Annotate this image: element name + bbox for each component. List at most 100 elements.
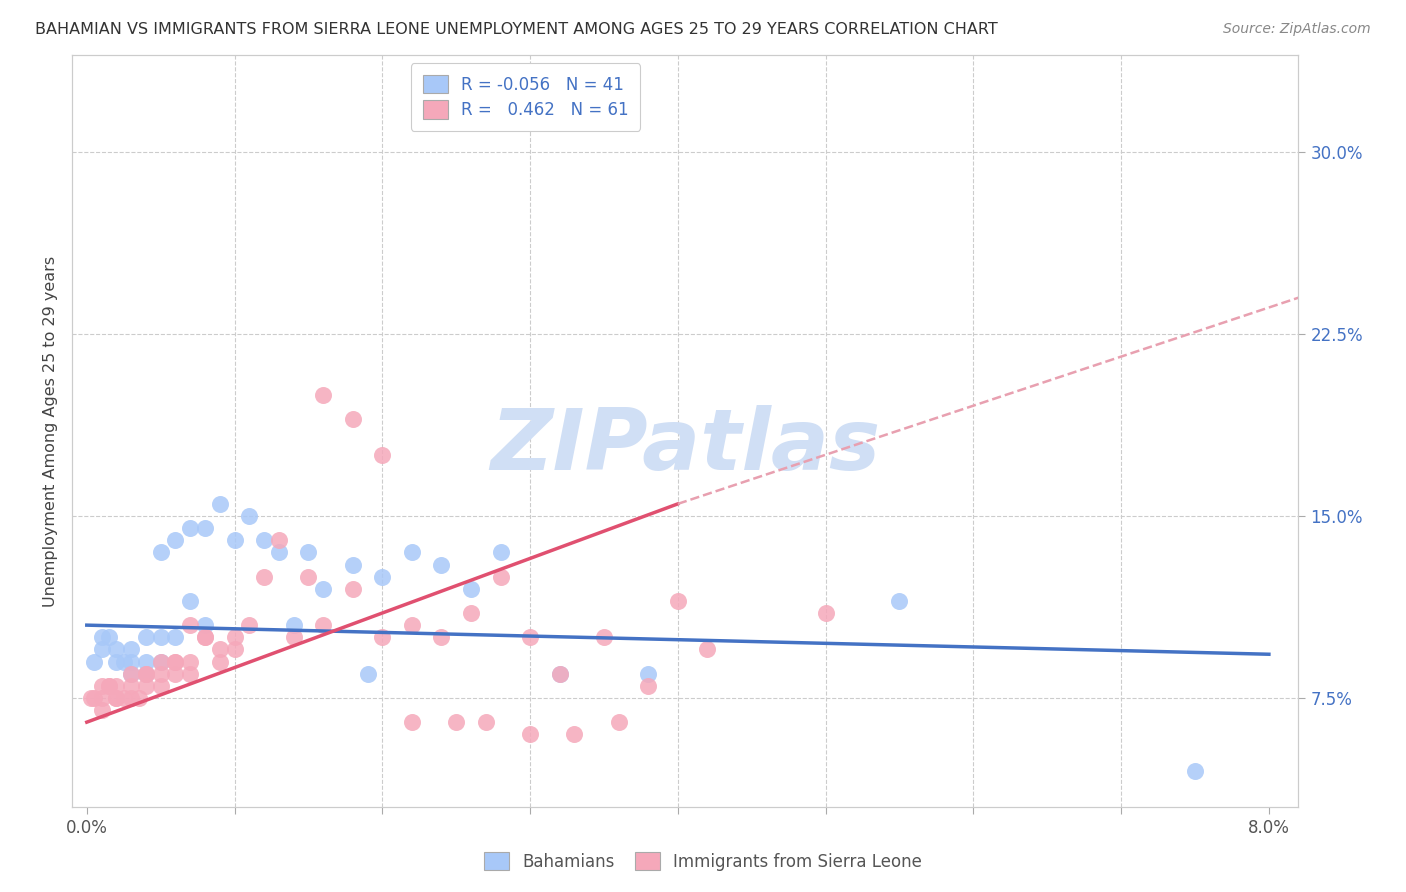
- Point: [637, 666, 659, 681]
- Point: [135, 666, 157, 681]
- Text: Source: ZipAtlas.com: Source: ZipAtlas.com: [1223, 22, 1371, 37]
- Point: [312, 582, 335, 596]
- Point: [112, 655, 135, 669]
- Legend: Bahamians, Immigrants from Sierra Leone: Bahamians, Immigrants from Sierra Leone: [475, 844, 931, 880]
- Point: [208, 497, 231, 511]
- Point: [135, 679, 157, 693]
- Point: [224, 642, 246, 657]
- Point: [80, 690, 103, 705]
- Point: [238, 618, 260, 632]
- Point: [97, 630, 120, 644]
- Point: [474, 715, 496, 730]
- Point: [283, 618, 305, 632]
- Point: [120, 679, 142, 693]
- Point: [194, 521, 217, 535]
- Point: [564, 727, 586, 741]
- Point: [356, 666, 378, 681]
- Point: [889, 594, 911, 608]
- Point: [593, 630, 616, 644]
- Point: [179, 666, 201, 681]
- Point: [165, 533, 187, 548]
- Point: [208, 642, 231, 657]
- Point: [165, 655, 187, 669]
- Point: [165, 666, 187, 681]
- Point: [90, 703, 112, 717]
- Point: [165, 655, 187, 669]
- Point: [90, 679, 112, 693]
- Point: [342, 582, 364, 596]
- Point: [297, 569, 319, 583]
- Point: [135, 630, 157, 644]
- Point: [83, 655, 105, 669]
- Point: [666, 594, 689, 608]
- Point: [696, 642, 718, 657]
- Point: [83, 690, 105, 705]
- Point: [149, 666, 172, 681]
- Point: [194, 630, 217, 644]
- Point: [120, 655, 142, 669]
- Point: [401, 545, 423, 559]
- Point: [179, 521, 201, 535]
- Point: [430, 558, 453, 572]
- Point: [149, 655, 172, 669]
- Point: [253, 569, 276, 583]
- Point: [90, 630, 112, 644]
- Point: [120, 666, 142, 681]
- Point: [97, 679, 120, 693]
- Point: [444, 715, 467, 730]
- Point: [489, 545, 512, 559]
- Point: [637, 679, 659, 693]
- Point: [105, 690, 128, 705]
- Point: [179, 594, 201, 608]
- Point: [135, 666, 157, 681]
- Point: [489, 569, 512, 583]
- Legend: R = -0.056   N = 41, R =   0.462   N = 61: R = -0.056 N = 41, R = 0.462 N = 61: [411, 63, 641, 131]
- Point: [297, 545, 319, 559]
- Point: [194, 618, 217, 632]
- Point: [371, 569, 394, 583]
- Point: [224, 533, 246, 548]
- Point: [371, 448, 394, 462]
- Point: [105, 642, 128, 657]
- Point: [135, 655, 157, 669]
- Point: [401, 715, 423, 730]
- Point: [149, 655, 172, 669]
- Point: [342, 412, 364, 426]
- Point: [165, 630, 187, 644]
- Point: [179, 618, 201, 632]
- Y-axis label: Unemployment Among Ages 25 to 29 years: Unemployment Among Ages 25 to 29 years: [44, 255, 58, 607]
- Point: [401, 618, 423, 632]
- Point: [253, 533, 276, 548]
- Point: [460, 606, 482, 620]
- Point: [149, 545, 172, 559]
- Point: [135, 666, 157, 681]
- Point: [371, 630, 394, 644]
- Point: [548, 666, 571, 681]
- Point: [267, 533, 290, 548]
- Point: [112, 690, 135, 705]
- Point: [179, 655, 201, 669]
- Point: [460, 582, 482, 596]
- Point: [105, 655, 128, 669]
- Point: [312, 388, 335, 402]
- Point: [120, 642, 142, 657]
- Point: [312, 618, 335, 632]
- Point: [342, 558, 364, 572]
- Point: [548, 666, 571, 681]
- Point: [149, 630, 172, 644]
- Point: [283, 630, 305, 644]
- Point: [224, 630, 246, 644]
- Point: [105, 690, 128, 705]
- Point: [194, 630, 217, 644]
- Point: [105, 679, 128, 693]
- Point: [519, 727, 541, 741]
- Point: [120, 690, 142, 705]
- Point: [208, 655, 231, 669]
- Point: [267, 545, 290, 559]
- Point: [149, 679, 172, 693]
- Point: [90, 642, 112, 657]
- Text: BAHAMIAN VS IMMIGRANTS FROM SIERRA LEONE UNEMPLOYMENT AMONG AGES 25 TO 29 YEARS : BAHAMIAN VS IMMIGRANTS FROM SIERRA LEONE…: [35, 22, 998, 37]
- Point: [238, 508, 260, 523]
- Text: ZIPatlas: ZIPatlas: [491, 405, 880, 488]
- Point: [814, 606, 837, 620]
